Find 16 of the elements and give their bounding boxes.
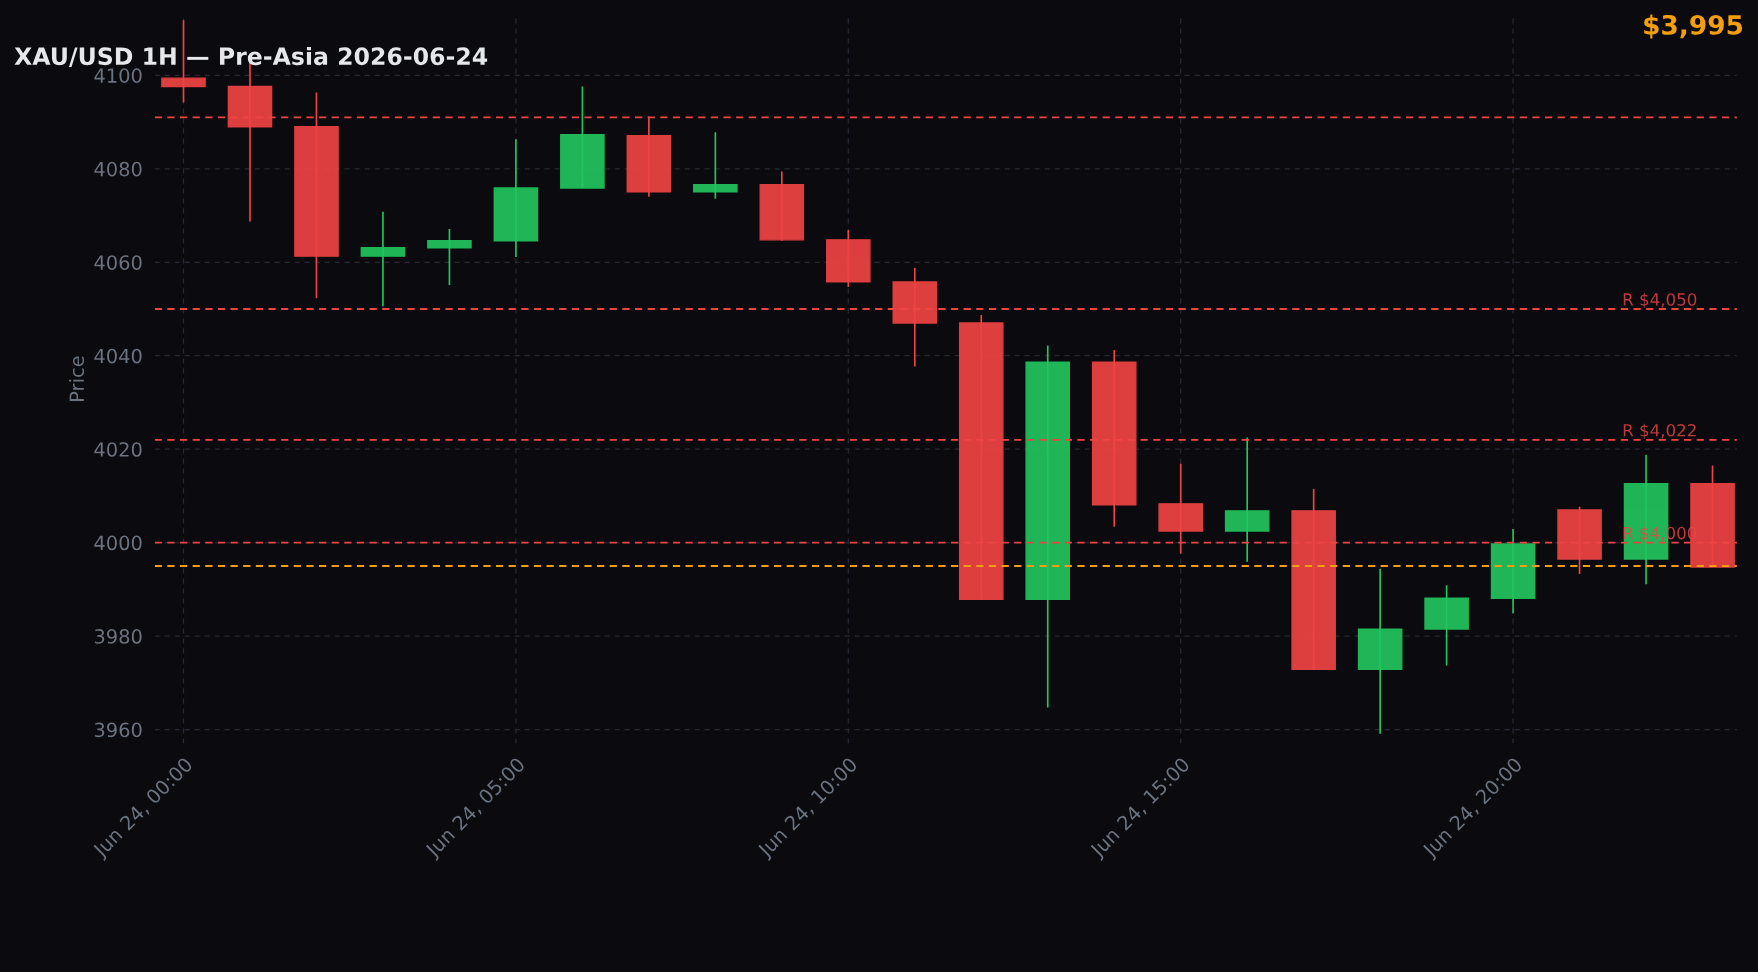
- y-tick-label: 4060: [94, 255, 142, 270]
- ref-line-label: R $4,050: [1623, 292, 1697, 308]
- text: XAU/USD 1H — Pre-Asia 2026-06-24: [14, 46, 488, 68]
- candlestick: [693, 131, 738, 200]
- y-axis-title: Price: [69, 356, 85, 401]
- y-tick-label: 4040: [94, 348, 142, 364]
- y-tick-label: 3960: [94, 722, 142, 738]
- y-tick-label: 4100: [94, 68, 142, 83]
- candlestick: [427, 228, 472, 286]
- annotation: $3,995: [1644, 14, 1743, 39]
- y-tick-label: 4020: [94, 442, 142, 457]
- ref-line-label: R $4,022: [1623, 423, 1696, 439]
- y-tick-label: 3980: [94, 629, 142, 644]
- candlestick: [360, 210, 406, 308]
- y-tick-label: 4000: [94, 535, 142, 551]
- y-tick-label: 4080: [94, 161, 142, 177]
